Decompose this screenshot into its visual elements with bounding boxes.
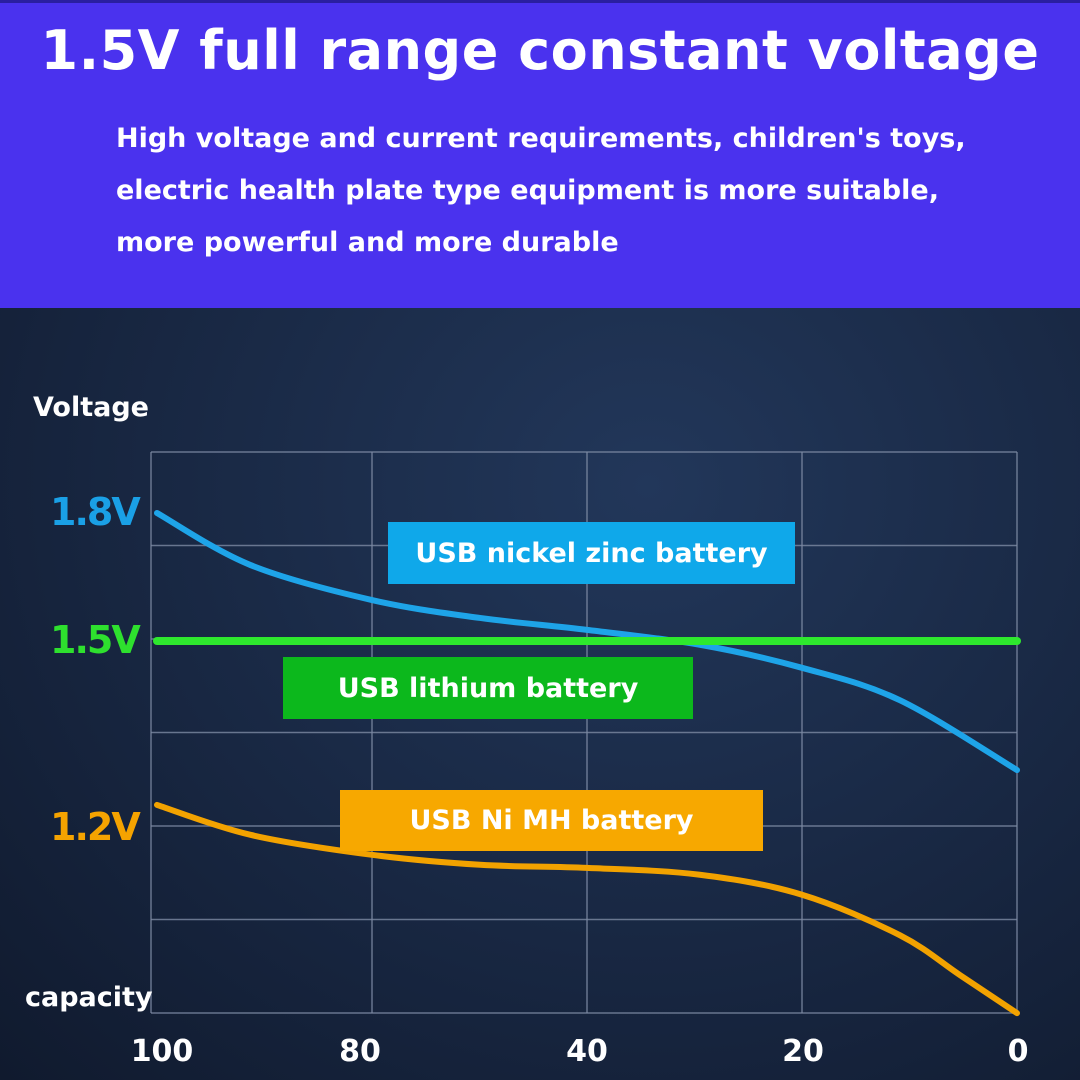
x-tick-label: 40 bbox=[566, 1034, 608, 1069]
y-tick-label: 1.2V bbox=[50, 805, 141, 849]
subtitle-line: more powerful and more durable bbox=[116, 227, 619, 258]
y-tick-label: 1.5V bbox=[50, 618, 141, 662]
header-banner: 1.5V full range constant voltage High vo… bbox=[0, 0, 1080, 308]
y-tick-label: 1.8V bbox=[50, 490, 141, 534]
x-tick-label: 80 bbox=[339, 1034, 381, 1069]
x-tick-label: 100 bbox=[130, 1034, 194, 1069]
x-tick-label: 0 bbox=[1007, 1034, 1029, 1069]
page-title: 1.5V full range constant voltage bbox=[40, 19, 1040, 82]
y-axis-label: Voltage bbox=[33, 392, 149, 423]
x-axis-label: capacity bbox=[25, 982, 153, 1013]
ni-mh-curve bbox=[154, 801, 1020, 1017]
subtitle-line: High voltage and current requirements, c… bbox=[116, 123, 966, 154]
legend-nickel-zinc: USB nickel zinc battery bbox=[388, 522, 795, 584]
x-tick-label: 20 bbox=[782, 1034, 824, 1069]
legend-lithium: USB lithium battery bbox=[283, 657, 693, 719]
legend-ni-mh: USB Ni MH battery bbox=[340, 790, 763, 851]
nickel-zinc-curve bbox=[154, 510, 1020, 774]
subtitle-line: electric health plate type equipment is … bbox=[116, 175, 939, 206]
